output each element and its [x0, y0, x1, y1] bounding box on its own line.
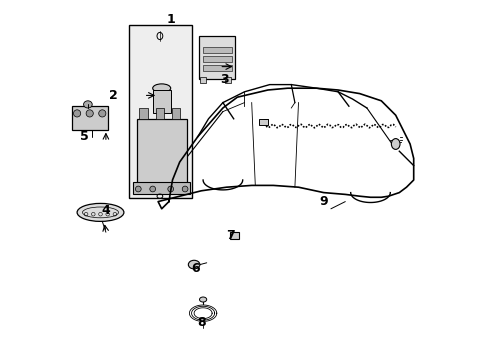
Text: 8: 8 — [197, 316, 205, 329]
Ellipse shape — [167, 186, 173, 192]
Text: 7: 7 — [225, 229, 234, 242]
Bar — [203, 65, 231, 71]
Text: 4: 4 — [102, 204, 110, 217]
Text: 2: 2 — [108, 89, 117, 102]
Ellipse shape — [149, 186, 155, 192]
Ellipse shape — [182, 186, 187, 192]
Ellipse shape — [83, 101, 92, 108]
Bar — [136, 119, 186, 184]
Bar — [200, 77, 205, 83]
Bar — [199, 36, 235, 79]
Text: 1: 1 — [166, 13, 175, 26]
Ellipse shape — [390, 139, 399, 149]
Ellipse shape — [152, 84, 170, 93]
Text: 6: 6 — [191, 262, 200, 275]
Bar — [129, 25, 192, 198]
Ellipse shape — [77, 203, 123, 221]
Text: 3: 3 — [220, 73, 228, 86]
Ellipse shape — [73, 110, 81, 117]
Bar — [72, 106, 107, 130]
Ellipse shape — [199, 297, 206, 302]
Bar — [139, 108, 148, 119]
Text: 5: 5 — [80, 130, 88, 143]
Ellipse shape — [99, 110, 106, 117]
Ellipse shape — [188, 260, 200, 269]
Bar — [230, 232, 239, 239]
Ellipse shape — [135, 186, 141, 192]
Bar — [203, 47, 231, 53]
Bar — [155, 108, 164, 119]
Bar — [225, 77, 231, 83]
Bar — [133, 182, 190, 194]
Ellipse shape — [86, 110, 93, 117]
Bar — [203, 56, 231, 62]
Bar — [171, 108, 180, 119]
Bar — [258, 119, 267, 125]
Text: 9: 9 — [319, 195, 327, 208]
Bar — [152, 90, 170, 113]
